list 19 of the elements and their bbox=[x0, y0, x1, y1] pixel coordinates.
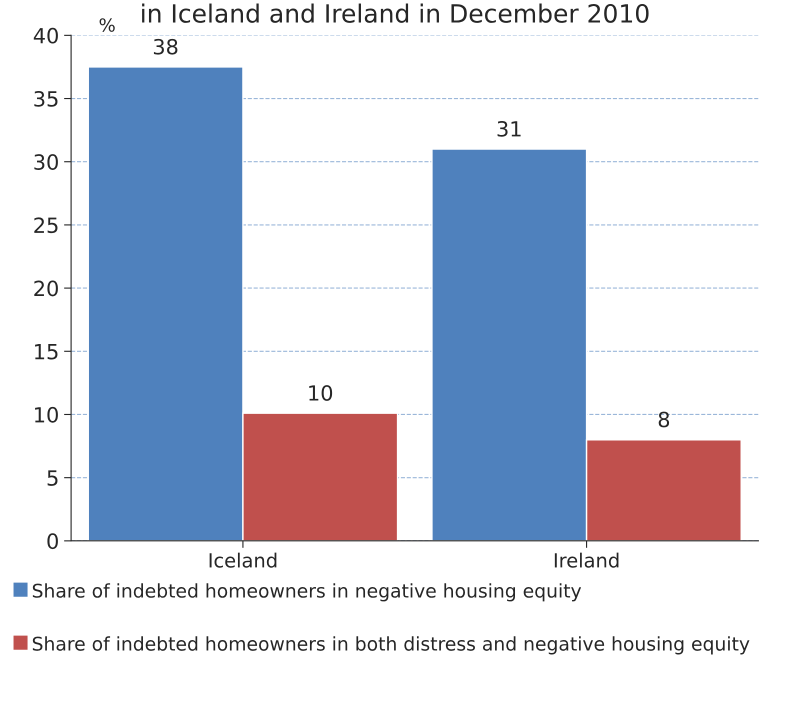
data-label: 10 bbox=[309, 385, 332, 401]
y-tick-label: 20 bbox=[34, 280, 58, 296]
y-tick-label: 30 bbox=[34, 154, 58, 170]
y-tick-label: 25 bbox=[34, 217, 58, 234]
legend-label: Share of indebted homeowners in both distress and negative housing equity bbox=[32, 636, 750, 654]
x-tick-label: Ireland bbox=[554, 552, 618, 568]
y-tick-label: 0 bbox=[47, 533, 58, 550]
data-label: 8 bbox=[658, 412, 670, 428]
y-tick-label: 15 bbox=[35, 344, 58, 360]
legend-label: Share of indebted homeowners in negative housing equity bbox=[32, 583, 582, 602]
y-tick-label: 10 bbox=[35, 406, 58, 423]
data-label: 38 bbox=[154, 38, 178, 55]
y-axis-title: % bbox=[100, 18, 115, 32]
y-tick-label: 40 bbox=[34, 28, 58, 44]
y-tick-label: 35 bbox=[34, 90, 58, 107]
data-label: 31 bbox=[498, 120, 521, 137]
x-tick-label: Iceland bbox=[210, 552, 276, 568]
chart-title: in Iceland and Ireland in December 2010 bbox=[142, 4, 649, 23]
y-tick-label: 5 bbox=[48, 470, 58, 486]
